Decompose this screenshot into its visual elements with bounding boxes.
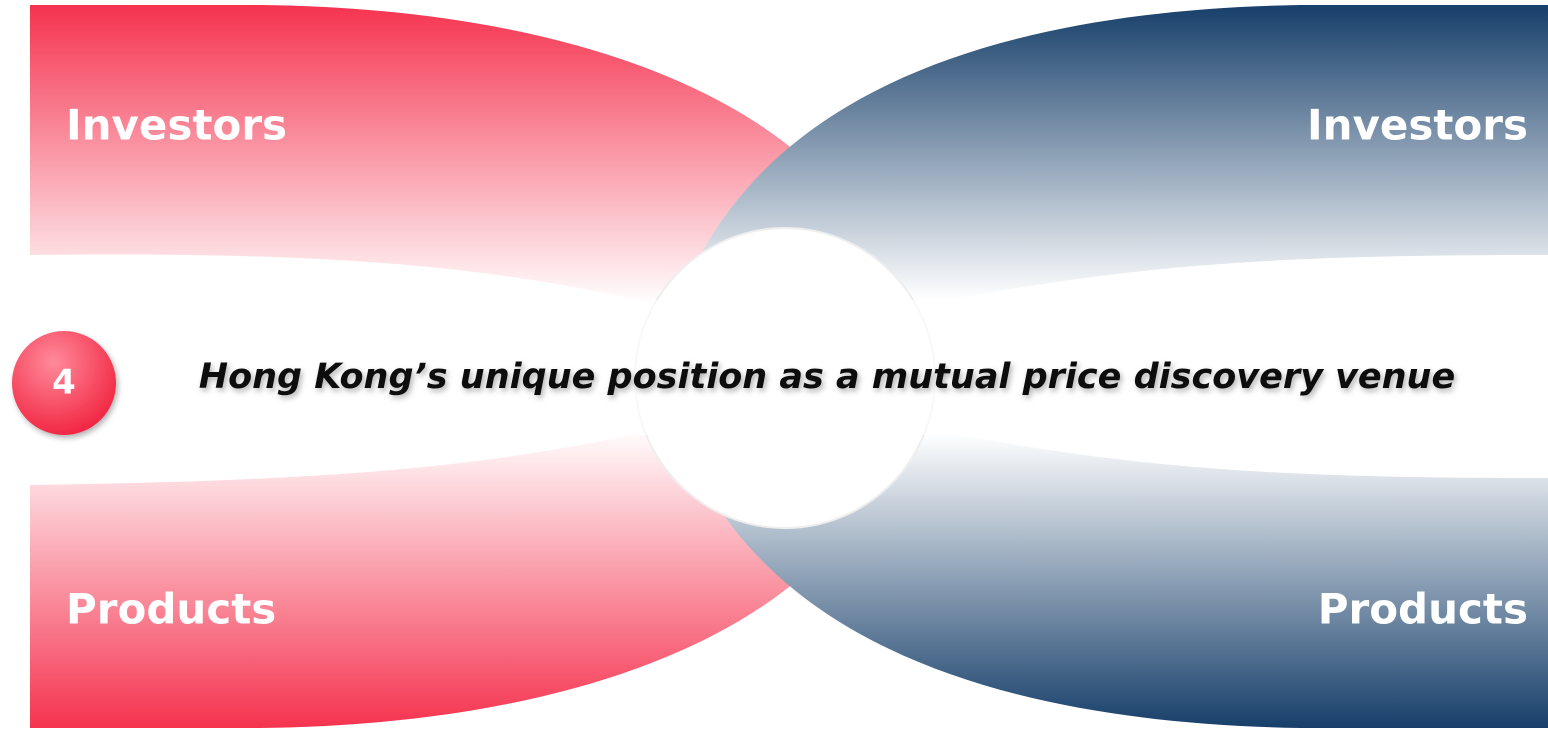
left-bottom-shape: [30, 428, 800, 728]
right-bottom-label: Products: [1318, 585, 1528, 634]
left-bottom-label: Products: [66, 585, 276, 634]
center-band: [0, 300, 1548, 435]
right-top-label: Investors: [1307, 101, 1528, 150]
badge-number: 4: [52, 363, 76, 403]
left-top-shape: [30, 5, 800, 305]
left-top-label: Investors: [66, 101, 287, 150]
caption: Hong Kong’s unique position as a mutual …: [199, 357, 1455, 397]
right-top-shape: [680, 5, 1548, 300]
right-bottom-shape: [680, 433, 1548, 728]
badge: [12, 331, 116, 435]
